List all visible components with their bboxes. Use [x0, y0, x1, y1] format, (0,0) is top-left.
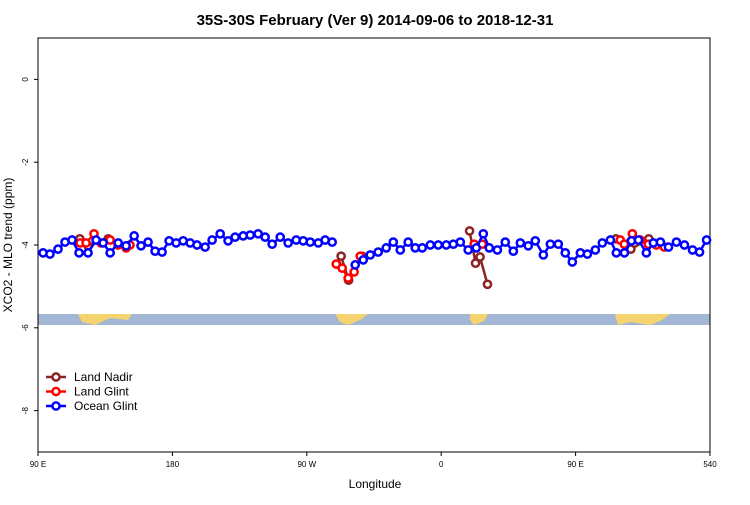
- point: [260, 232, 270, 242]
- point: [81, 238, 91, 248]
- point: [567, 257, 578, 267]
- point: [388, 237, 399, 247]
- point: [478, 228, 489, 239]
- point: [207, 235, 217, 245]
- point: [83, 248, 93, 258]
- x-tick-label: 90 E: [30, 460, 46, 469]
- point: [523, 240, 534, 251]
- point: [358, 255, 369, 265]
- point: [455, 237, 466, 247]
- point: [590, 245, 601, 255]
- point: [245, 230, 256, 240]
- x-tick-label: 90 W: [297, 460, 316, 469]
- point: [105, 248, 115, 258]
- point: [633, 235, 644, 245]
- point: [553, 239, 564, 250]
- point: [611, 248, 622, 258]
- point: [433, 240, 444, 250]
- legend-label: Land Glint: [74, 385, 129, 399]
- y-tick-label: -2: [21, 158, 30, 166]
- point: [515, 238, 526, 248]
- point: [655, 237, 666, 247]
- point: [671, 237, 682, 247]
- x-tick-label: 0: [439, 460, 444, 469]
- point: [425, 240, 436, 250]
- x-tick-label: 180: [166, 460, 180, 469]
- point: [350, 260, 361, 270]
- point: [381, 243, 392, 253]
- point: [679, 240, 690, 250]
- point: [694, 247, 705, 257]
- legend-marker: [51, 372, 61, 382]
- point: [605, 235, 616, 245]
- point: [192, 240, 202, 250]
- point: [53, 244, 63, 254]
- point: [129, 231, 140, 241]
- point: [619, 248, 630, 258]
- x-tick-label: 90 E: [567, 460, 583, 469]
- point: [475, 252, 485, 262]
- point: [267, 239, 278, 250]
- point: [545, 239, 556, 250]
- y-tick-label: -8: [21, 406, 30, 414]
- point: [215, 228, 226, 239]
- point: [275, 232, 286, 242]
- point: [464, 226, 475, 236]
- point: [337, 263, 348, 274]
- point: [113, 238, 124, 248]
- point: [365, 250, 376, 260]
- y-tick-label: 0: [21, 77, 30, 82]
- point: [98, 238, 108, 248]
- point: [67, 235, 77, 245]
- point: [482, 279, 493, 290]
- point: [403, 237, 414, 247]
- point: [470, 258, 481, 269]
- point: [121, 240, 131, 251]
- point: [327, 237, 338, 247]
- legend-marker: [51, 386, 61, 397]
- point: [663, 242, 674, 252]
- point: [582, 249, 593, 259]
- point: [143, 237, 153, 247]
- legend-label: Ocean Glint: [74, 399, 138, 413]
- point: [45, 249, 55, 259]
- point: [500, 237, 511, 247]
- point: [395, 245, 406, 255]
- point: [200, 242, 210, 252]
- legend-marker: [51, 401, 61, 411]
- point: [463, 245, 474, 255]
- point: [492, 245, 503, 255]
- y-axis-label: XCO2 - MLO trend (ppm): [1, 178, 15, 313]
- point: [508, 246, 519, 257]
- chart-title: 35S-30S February (Ver 9) 2014-09-06 to 2…: [197, 12, 554, 29]
- point: [530, 236, 541, 246]
- point: [417, 243, 428, 253]
- point: [641, 248, 652, 258]
- point: [484, 243, 495, 253]
- x-tick-label: 540: [703, 460, 717, 469]
- point: [336, 251, 346, 262]
- point: [560, 248, 571, 258]
- point: [471, 243, 482, 253]
- point: [619, 239, 630, 250]
- point: [157, 247, 167, 257]
- x-axis-label: Longitude: [349, 477, 402, 491]
- y-tick-label: -4: [21, 241, 30, 249]
- point: [597, 238, 608, 248]
- y-tick-label: -6: [21, 324, 30, 332]
- point: [230, 232, 240, 242]
- point: [136, 240, 146, 251]
- point: [223, 236, 233, 246]
- legend-label: Land Nadir: [74, 370, 133, 384]
- point: [701, 235, 712, 245]
- point: [343, 273, 354, 283]
- point: [283, 238, 293, 248]
- point: [305, 237, 316, 247]
- point: [74, 248, 84, 258]
- map-strip: [38, 314, 710, 325]
- point: [373, 247, 384, 257]
- point: [538, 250, 549, 260]
